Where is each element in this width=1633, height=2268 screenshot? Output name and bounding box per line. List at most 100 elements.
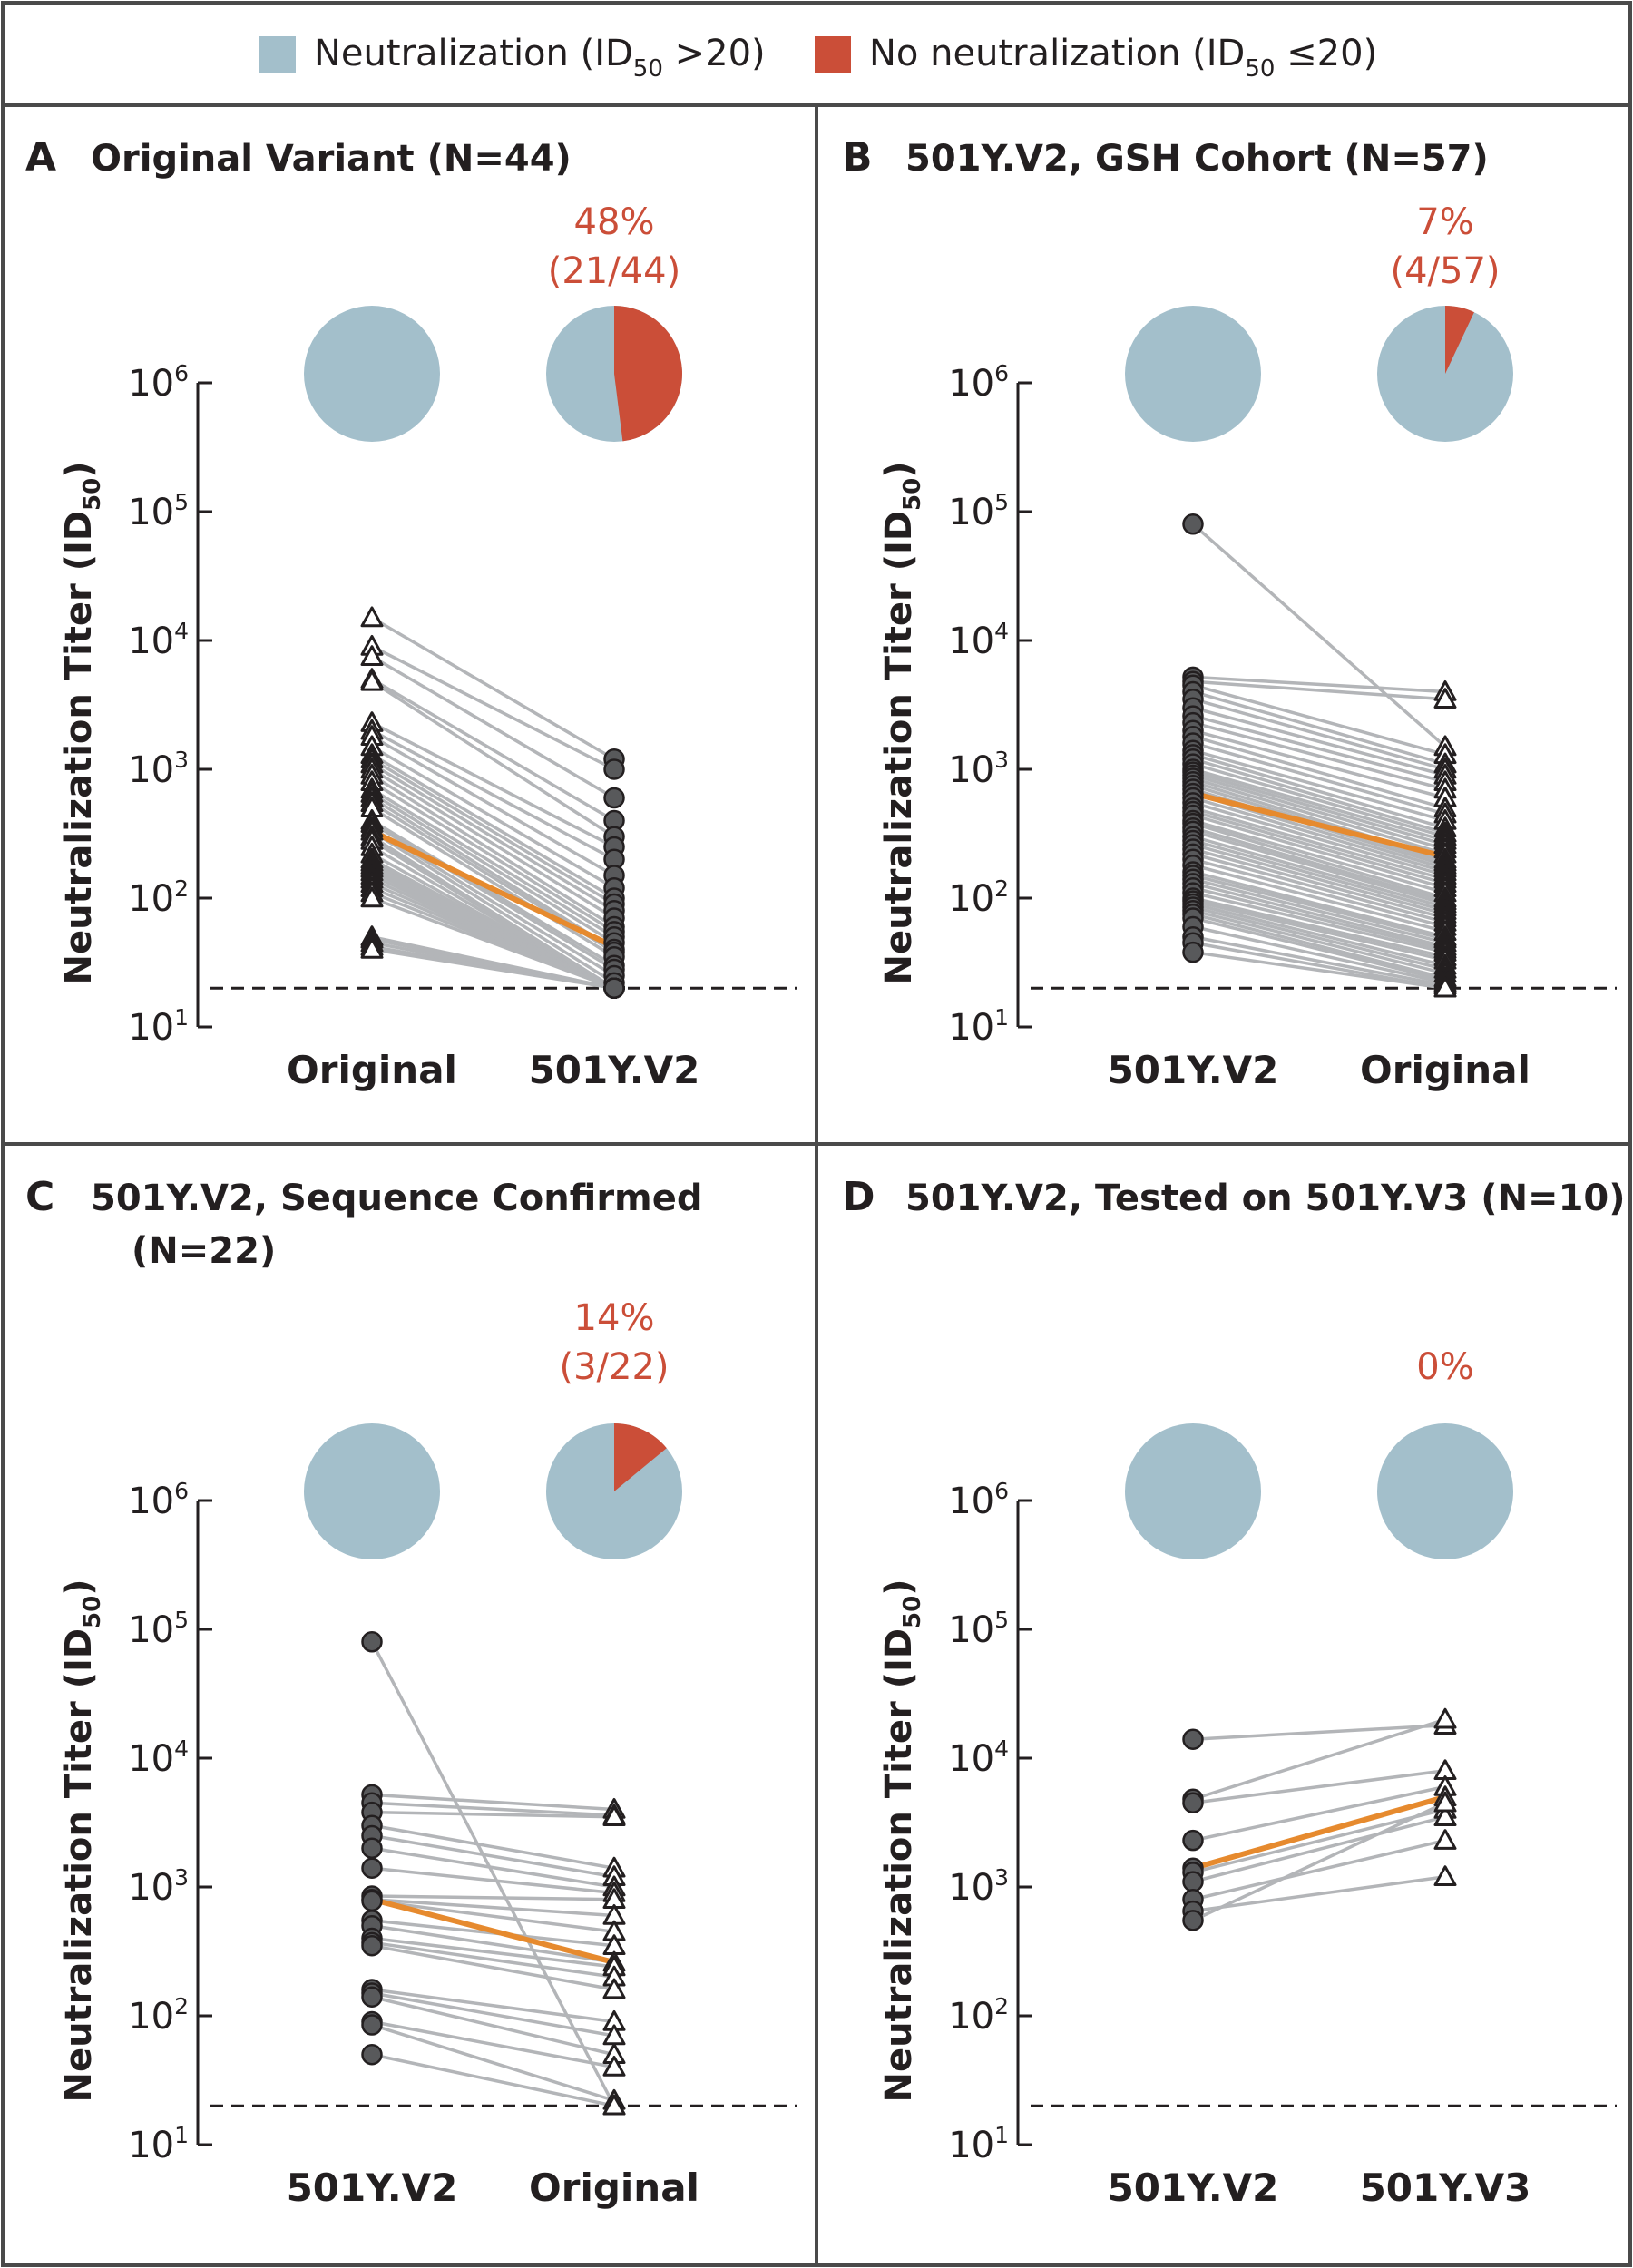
y-tick-label: 103 [948, 1864, 1009, 1909]
pair-line [1192, 1784, 1446, 1843]
y-tick-label: 106 [948, 360, 1009, 405]
pair-line [1192, 1801, 1446, 1922]
pair-line [1192, 916, 1446, 982]
pair-line [1192, 818, 1446, 894]
panel-a-letter: A [25, 134, 56, 181]
pair-line [1191, 523, 1447, 748]
pie-slice-no-neutralization [614, 1423, 667, 1491]
data-point-circle [361, 1986, 383, 2008]
data-point-circle [361, 2014, 383, 2036]
y-axis-label: Neutralization Titer (ID50) [878, 461, 926, 984]
legend-swatch-neutralization [259, 36, 296, 73]
pair-line [371, 1941, 615, 1979]
pie-slice-neutralization [304, 1423, 440, 1559]
y-tick-label: 103 [948, 747, 1009, 791]
pair-line [1192, 777, 1446, 856]
pair-line [1192, 698, 1446, 771]
y-tick-label: 102 [128, 875, 189, 920]
data-point-circle [361, 1837, 383, 1860]
pair-line [371, 1924, 615, 1964]
pair-line [1192, 882, 1446, 949]
pair-line [1192, 706, 1446, 777]
pair-line [1192, 899, 1446, 963]
y-tick-label: 101 [128, 2122, 189, 2166]
pair-line [371, 753, 615, 900]
y-tick-label: 105 [948, 1607, 1009, 1651]
pair-line [1192, 852, 1446, 924]
pair-line [1192, 935, 1446, 987]
pair-line [1192, 1717, 1446, 1801]
data-point-triangle [1433, 1805, 1457, 1827]
pair-line [1192, 767, 1446, 843]
y-tick-label: 101 [128, 1004, 189, 1049]
pair-line [371, 1899, 615, 1933]
pair-line [371, 829, 615, 984]
y-tick-label: 101 [948, 1004, 1009, 1049]
median-line [1192, 790, 1446, 860]
category-label: 501Y.V2 [1108, 1048, 1279, 1092]
y-tick-label: 104 [948, 1735, 1009, 1780]
y-tick-label: 106 [128, 360, 189, 405]
pair-line [1192, 950, 1446, 990]
y-tick-label: 104 [128, 1735, 189, 1780]
pair-line [1192, 835, 1446, 909]
pair-line [1192, 826, 1446, 903]
pair-line [1192, 847, 1446, 920]
pair-line [371, 896, 615, 990]
pair-line [371, 1894, 615, 1901]
pair-line [1192, 913, 1446, 980]
pair-line [371, 1793, 615, 1812]
pair-line [1192, 762, 1446, 838]
pair-line [371, 745, 615, 890]
legend-swatch-no-neutralization [815, 36, 851, 73]
median-line [370, 828, 616, 950]
data-point-triangle [1433, 688, 1457, 709]
median-line [1192, 1794, 1446, 1872]
pair-line [371, 616, 615, 761]
y-tick-label: 102 [128, 1993, 189, 2038]
pair-line [1192, 891, 1446, 954]
pair-line [1192, 813, 1446, 890]
pair-line [371, 1823, 615, 1870]
data-point-circle [1182, 1792, 1204, 1813]
pair-line [1192, 896, 1446, 959]
pair-line [371, 2053, 615, 2107]
y-tick-label: 102 [948, 875, 1009, 920]
data-point-circle [1182, 941, 1204, 963]
pair-line [1192, 902, 1446, 967]
data-point-circle [361, 2043, 383, 2066]
pie-slice-no-neutralization [614, 306, 683, 442]
panel-b-letter: B [842, 134, 873, 181]
pair-line [371, 947, 615, 990]
pair-line [1192, 773, 1446, 851]
pair-line [1192, 675, 1446, 694]
median-line [371, 1896, 615, 1965]
data-point-triangle [360, 645, 384, 667]
data-point-circle [361, 1631, 383, 1653]
data-point-triangle [360, 670, 384, 691]
panel-c-letter: C [25, 1174, 54, 1220]
category-label: 501Y.V2 [529, 1048, 700, 1092]
y-tick-label: 101 [948, 2122, 1009, 2166]
pie-count-label: (3/22) [559, 1346, 669, 1388]
pair-line [371, 678, 615, 823]
pair-line [1192, 821, 1446, 900]
pair-line [371, 1936, 615, 1969]
data-point-circle [361, 1890, 383, 1912]
legend: Neutralization (ID50 >20) No neutralizat… [1, 1, 1632, 107]
pair-line [371, 807, 615, 959]
pair-line [371, 792, 615, 944]
pair-line [371, 774, 615, 928]
data-point-triangle [360, 938, 384, 959]
pie-slice-neutralization [1377, 1423, 1513, 1559]
pair-line [371, 1833, 615, 1879]
pair-line [1192, 909, 1446, 975]
pair-line [371, 679, 615, 838]
y-axis-label: Neutralization Titer (ID50) [878, 1579, 926, 2102]
category-label: 501Y.V3 [1360, 2165, 1531, 2210]
plots: 101 102 103 104 105 106 Neutralization Titer (… [58, 201, 1617, 2210]
data-point-circle [603, 758, 625, 780]
pair-line [371, 1810, 615, 1819]
data-point-circle [603, 977, 625, 1000]
